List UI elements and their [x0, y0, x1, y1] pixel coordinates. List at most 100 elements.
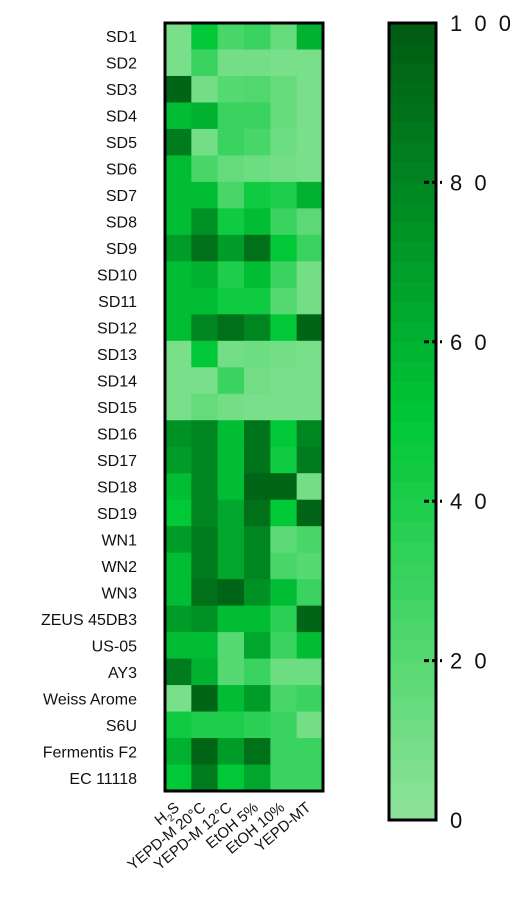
heatmap-cell [270, 552, 298, 580]
heatmap-cell [191, 658, 219, 686]
heatmap-cell [165, 526, 192, 554]
heatmap-cell [296, 579, 324, 607]
heatmap-cell [217, 49, 245, 77]
heatmap-cell [217, 181, 245, 209]
heatmap-cell [244, 579, 271, 607]
heatmap-cell [270, 711, 298, 739]
heatmap-cell [165, 23, 192, 50]
row-label: Fermentis F2 [43, 744, 137, 761]
heatmap-cell [165, 420, 192, 448]
heatmap-cell [244, 711, 271, 739]
heatmap-cell [244, 393, 271, 421]
heatmap-cell [191, 473, 219, 501]
row-label: SD14 [97, 374, 137, 391]
colorbar-frame [387, 21, 438, 822]
heatmap-cell [165, 393, 192, 421]
heatmap-cell [244, 102, 271, 130]
heatmap-cell [244, 75, 271, 103]
row-label: WN3 [101, 585, 137, 602]
heatmap-cell [270, 234, 298, 262]
heatmap-cells [165, 23, 324, 792]
heatmap-cell [244, 552, 271, 580]
heatmap-cell [217, 340, 245, 368]
heatmap-cell [244, 446, 271, 474]
colorbar-segment [389, 162, 436, 183]
heatmap-cell [165, 155, 192, 183]
heatmap-cell [217, 526, 245, 554]
heatmap-cell [191, 128, 219, 156]
colorbar-segment [389, 541, 436, 562]
heatmap-cell [191, 367, 219, 395]
row-labels: SD1 SD2 SD3 SD4 SD5 SD6 SD7 SD8 SD9 SD10 SD11 SD12 S… [41, 29, 137, 788]
heatmap-cell [270, 420, 298, 448]
heatmap-cell [296, 685, 324, 713]
heatmap-cell [217, 287, 245, 315]
heatmap-cell [270, 75, 298, 103]
heatmap-cell [296, 181, 324, 209]
heatmap-cell [270, 738, 298, 766]
row-label: WN2 [101, 559, 137, 576]
colorbar-segment [389, 401, 436, 423]
colorbar-segment [389, 341, 436, 363]
row-label: EC 11118 [69, 771, 137, 788]
heatmap-cell [217, 764, 245, 792]
heatmap-cell [217, 658, 245, 686]
colorbar-segment [389, 501, 436, 522]
heatmap-cell [270, 102, 298, 130]
heatmap-cell [217, 738, 245, 766]
heatmap-cell [296, 314, 324, 342]
heatmap-cell [270, 287, 298, 315]
heatmap-cell [244, 314, 271, 342]
heatmap-cell [296, 234, 324, 262]
heatmap-cell [244, 658, 271, 686]
row-label: SD7 [106, 188, 137, 205]
heatmap-cell [217, 605, 245, 633]
heatmap-cell [244, 181, 271, 209]
colorbar-segment [389, 680, 436, 702]
row-label: SD2 [106, 56, 137, 73]
heatmap-cell [165, 685, 192, 713]
row-label: SD4 [106, 109, 137, 126]
row-label: US-05 [92, 638, 137, 655]
row-label: SD5 [106, 135, 137, 152]
heatmap-cell [191, 393, 219, 421]
heatmap-cell [244, 155, 271, 183]
heatmap-cell [191, 685, 219, 713]
heatmap-cell [296, 367, 324, 395]
heatmap-cell [296, 155, 324, 183]
colorbar-segment [389, 321, 436, 343]
heatmap-cell [217, 446, 245, 474]
colorbar-segment [389, 242, 436, 263]
colorbar-segment [389, 720, 436, 741]
colorbar-tick-label: 8 0 [450, 170, 490, 195]
heatmap-cell [191, 234, 219, 262]
heatmap-cell [191, 49, 219, 77]
row-label: S6U [106, 718, 137, 735]
heatmap-cell [191, 499, 219, 527]
heatmap-cell [296, 261, 324, 289]
heatmap-cell [191, 552, 219, 580]
heatmap-cell [217, 128, 245, 156]
heatmap-cell [191, 155, 219, 183]
row-label: SD3 [106, 82, 137, 99]
heatmap-cell [244, 526, 271, 554]
heatmap-cell [270, 499, 298, 527]
heatmap-cell [165, 208, 192, 236]
heatmap-cell [191, 340, 219, 368]
heatmap-cell [191, 75, 219, 103]
row-label: SD19 [97, 506, 137, 523]
heatmap-cell [217, 499, 245, 527]
colorbar-segment [389, 102, 436, 124]
row-label: SD6 [106, 162, 137, 179]
colorbar-segment [389, 122, 436, 144]
colorbar-segment [389, 800, 436, 821]
colorbar-segment [389, 361, 436, 383]
colorbar-segment [389, 521, 436, 542]
heatmap-cell [191, 632, 219, 660]
colorbar-tick-label: 6 0 [450, 330, 490, 355]
heatmap-cell [296, 420, 324, 448]
colorbar-segment [389, 700, 436, 721]
heatmap-cell [191, 181, 219, 209]
heatmap-cell [217, 393, 245, 421]
heatmap-cell [191, 261, 219, 289]
